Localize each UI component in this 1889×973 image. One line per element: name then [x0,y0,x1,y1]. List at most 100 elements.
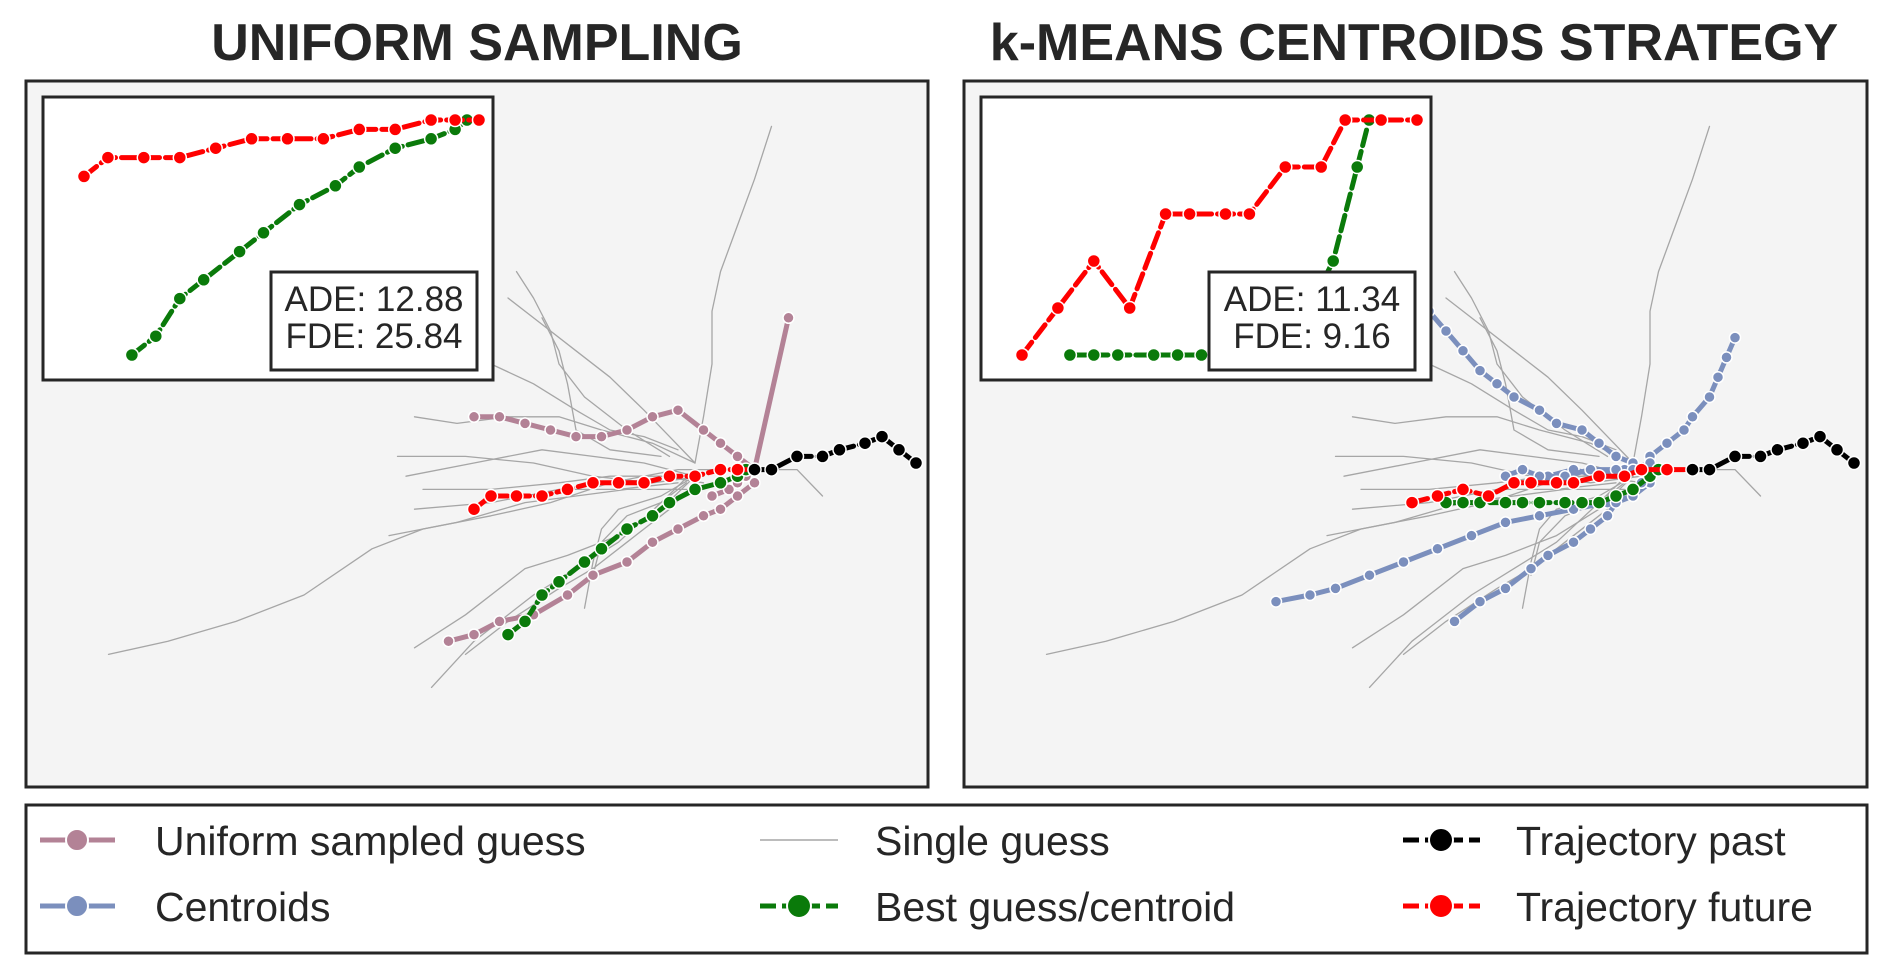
fde-value-uniform: FDE: 25.84 [285,317,462,356]
single-guess-2-line [405,449,696,477]
single-guess-8-line [1453,270,1609,458]
centroid-1-point-3 [1363,568,1376,582]
sampled-guess-0-point-11 [731,450,744,463]
trajectory-future-point-11 [1659,462,1675,477]
best-guess-point-3 [1498,495,1513,510]
centroid-1-point-5 [1431,542,1444,556]
best-guess-point-9 [687,482,703,497]
inset-trajectory-future-point-4 [208,140,223,156]
legend-marker-sampled [65,828,89,852]
centroid-4-point-1 [1516,463,1529,476]
legend-label-past: Trajectory past [1516,818,1786,864]
inset-trajectory-future-point-11 [1373,112,1389,128]
single-guess-6-line [396,455,705,484]
inset-best-guess-point-3 [1146,347,1161,363]
panel-uniform-sampling: UNIFORM SAMPLING ADE: 12.88 FDE: 25.84 [24,14,930,789]
inset-trajectory-future-point-12 [1409,112,1425,128]
inset-trajectory-future-point-6 [1218,206,1233,222]
centroid-0-point-2 [1456,344,1470,358]
trajectory-past-point-5 [857,435,873,451]
legend-frame [24,803,1869,955]
inset-best-guess-point-5 [256,225,271,241]
inset-best-guess-uniform [124,112,475,363]
centroid-3-point-9 [1703,390,1716,404]
best-guess-point-7 [1574,495,1590,510]
trajectory-past-point-4 [832,442,847,458]
sampled-guess-1-point-0 [442,634,455,648]
legend-label-single: Single guess [875,818,1110,864]
inset-best-guess-point-10 [1325,253,1341,269]
trajectory-future-point-9 [1617,468,1632,484]
centroid-2-point-5 [1567,535,1580,549]
legend-item-centroids: Centroids [40,884,330,930]
inset-trajectory-future-kmeans [1014,112,1425,363]
inset-uniform: ADE: 12.88 FDE: 25.84 [41,95,495,382]
sampled-guess-0-point-8 [671,403,685,417]
inset-best-guess-point-0 [1062,347,1078,363]
inset-best-guess-point-1 [148,328,164,344]
centroid-2-point-1 [1473,595,1487,608]
trajectory-future-point-0 [466,501,482,517]
trajectory-past-point-2 [1727,449,1743,464]
sampled-guess-1-point-4 [561,588,574,602]
single-guess-10-line [507,297,696,464]
inset-trajectory-future-point-5 [244,131,259,147]
sampled-guess-1-point-8 [671,522,685,536]
inset-best-guess-point-5 [1194,347,1209,363]
sampled-guess-3-point-0 [705,489,719,503]
best-guess-point-6 [619,521,635,537]
inset-best-guess-point-0 [124,347,140,363]
legend-item-single-guess: Single guess [760,818,1110,864]
trajectory-future-point-4 [560,482,575,497]
centroid-2-point-7 [1601,509,1614,523]
panel-kmeans-centroids: k-MEANS CENTROIDS STRATEGY ADE: 11.34 FD… [962,14,1869,789]
sampled-guess-0-point-6 [620,423,634,437]
inset-best-guess-point-6 [292,197,307,212]
centroid-0-point-6 [1533,403,1546,417]
trajectory-past-point-2 [789,449,805,464]
trajectory-future-point-10 [713,462,728,477]
centroid-1-point-1 [1303,588,1317,602]
inset-best-guess-point-11 [1349,159,1365,175]
trajectory-past-point-7 [891,442,907,458]
inset-trajectory-future-point-4 [1158,206,1173,222]
trajectory-future-point-2 [1455,482,1471,497]
centroid-3-point-12 [1728,331,1742,344]
single-guess-7-line [490,363,679,451]
legend-marker-centroids [65,894,89,918]
trajectory-past-point-1 [764,462,779,477]
centroid-0-point-3 [1473,364,1487,377]
trajectory-future-point-2 [509,488,524,504]
inset-kmeans: ADE: 11.34 FDE: 9.16 [979,95,1433,382]
trajectory-future-point-4 [1506,475,1522,491]
trajectory-past-uniform [747,429,924,477]
best-guess-point-9 [1608,488,1624,504]
trajectory-past-point-3 [1753,449,1768,464]
stats-box-kmeans [1207,270,1417,372]
single-guess-7-line [1428,363,1617,451]
sampled-guess-1-point-1 [467,628,481,641]
inset-best-guess-point-7 [328,178,343,194]
sampled-guess-0-point-9 [697,423,710,437]
centroid-3-point-6 [1660,436,1674,450]
single-guess-1-line [413,416,696,464]
centroid-3-point-8 [1686,410,1699,424]
ade-value-kmeans: ADE: 11.34 [1224,280,1400,319]
inset-trajectory-future-point-3 [172,150,188,165]
inset-best-guess-point-8 [352,159,367,175]
inset-best-guess-point-3 [196,272,211,288]
centroid-3-point-10 [1711,370,1725,384]
centroid-2-point-2 [1499,582,1512,595]
inset-best-guess-point-4 [1170,347,1185,363]
inset-trajectory-future-point-0 [1014,347,1030,363]
trajectory-future-point-3 [534,488,550,504]
centroid-3-point-11 [1720,351,1733,364]
legend-marker-past [1428,827,1454,853]
trajectory-future-point-1 [1430,488,1445,504]
inset-best-guess-point-9 [387,140,403,156]
trajectory-past-point-4 [1770,442,1785,458]
trajectory-future-point-5 [585,475,601,491]
single-guess-1-line [1351,416,1634,464]
legend-label-centroids: Centroids [155,884,330,930]
